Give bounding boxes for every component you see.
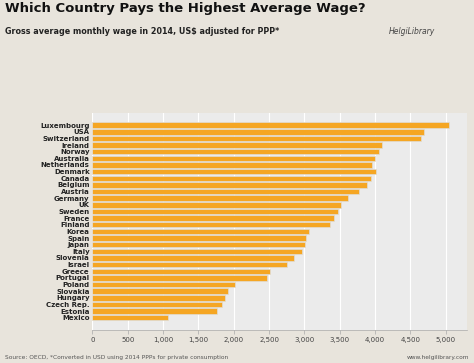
Text: Gross average monthly wage in 2014, US$ adjusted for PPP*: Gross average monthly wage in 2014, US$ … xyxy=(5,27,279,36)
Bar xyxy=(92,302,222,307)
Bar xyxy=(92,162,372,168)
Bar xyxy=(92,222,330,228)
Text: Source: OECD, *Converted in USD using 2014 PPPs for private consumption: Source: OECD, *Converted in USD using 20… xyxy=(5,355,228,360)
Bar xyxy=(92,156,375,161)
Bar xyxy=(92,142,382,148)
Bar xyxy=(92,129,425,135)
Text: www.helgilibrary.com: www.helgilibrary.com xyxy=(407,355,469,360)
Text: HelgiLibrary: HelgiLibrary xyxy=(389,27,435,36)
Bar xyxy=(92,189,359,194)
Bar xyxy=(92,295,225,301)
Bar xyxy=(92,122,449,128)
Bar xyxy=(92,255,294,261)
Bar xyxy=(92,215,334,221)
Bar xyxy=(92,209,337,214)
Bar xyxy=(92,282,235,287)
Bar xyxy=(92,315,168,321)
Bar xyxy=(92,249,302,254)
Bar xyxy=(92,176,371,181)
Bar xyxy=(92,182,366,188)
Bar xyxy=(92,308,218,314)
Bar xyxy=(92,195,348,201)
Bar xyxy=(92,136,421,141)
Bar xyxy=(92,275,267,281)
Bar xyxy=(92,289,228,294)
Bar xyxy=(92,235,306,241)
Bar xyxy=(92,169,376,174)
Bar xyxy=(92,242,305,248)
Bar xyxy=(92,269,271,274)
Bar xyxy=(92,149,379,154)
Text: Which Country Pays the Highest Average Wage?: Which Country Pays the Highest Average W… xyxy=(5,2,365,15)
Bar xyxy=(92,229,309,234)
Bar xyxy=(92,262,287,267)
Bar xyxy=(92,202,341,208)
